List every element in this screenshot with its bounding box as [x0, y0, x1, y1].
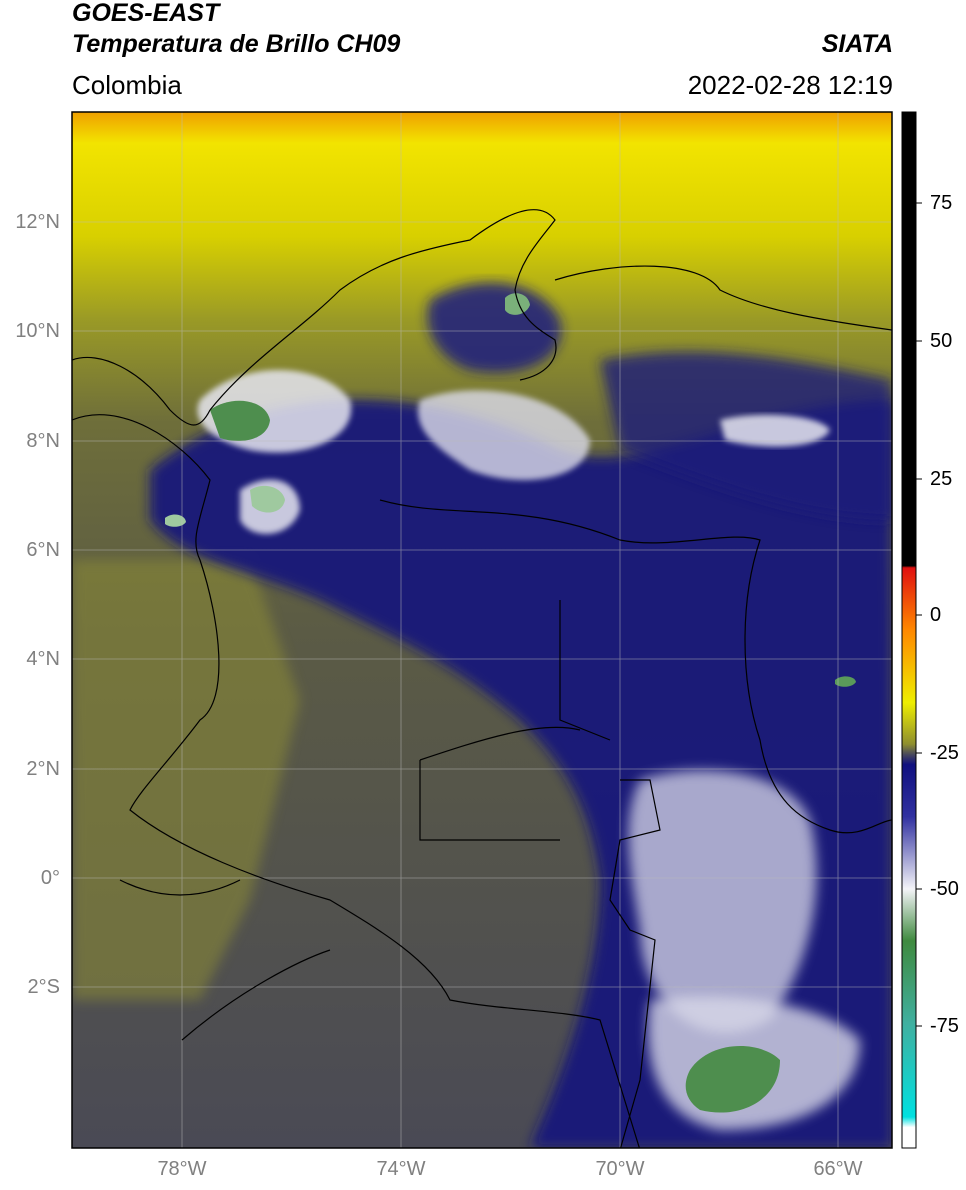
colorbar-label-25: 25 [930, 468, 953, 490]
map-title-product: Temperatura de Brillo CH09 [72, 30, 401, 58]
colorbar-label-0: 0 [930, 604, 942, 626]
lat-label-6n: 6°N [26, 539, 60, 561]
region-label: Colombia [72, 70, 182, 100]
lat-label-4n: 4°N [26, 648, 60, 670]
lon-label-78w: 78°W [157, 1158, 207, 1180]
lon-label-74w: 74°W [376, 1158, 426, 1180]
lat-label-2s: 2°S [27, 976, 60, 998]
lon-label-66w: 66°W [813, 1158, 863, 1180]
lat-label-2n: 2°N [26, 758, 60, 780]
colorbar-label-minus50: -50 [930, 878, 959, 900]
colorbar [901, 111, 917, 1149]
colorbar-label-minus25: -25 [930, 742, 959, 764]
colorbar-ticks [916, 202, 922, 1027]
lat-label-10n: 10°N [15, 320, 60, 342]
timestamp: 2022-02-28 12:19 [687, 70, 893, 100]
colorbar-label-minus75: -75 [930, 1015, 959, 1037]
colorbar-label-50: 50 [930, 330, 953, 352]
map-imagery [72, 112, 892, 1148]
graticule [72, 112, 892, 1148]
map-frame [71, 111, 893, 1149]
borders [72, 209, 892, 1148]
colorbar-label-75: 75 [930, 192, 953, 214]
lat-label-8n: 8°N [26, 430, 60, 452]
lon-label-70w: 70°W [595, 1158, 645, 1180]
source-label: SIATA [821, 30, 893, 58]
map-title-satellite: GOES-EAST [72, 0, 220, 27]
lat-label-0: 0° [40, 867, 60, 889]
lat-label-12n: 12°N [15, 211, 60, 233]
